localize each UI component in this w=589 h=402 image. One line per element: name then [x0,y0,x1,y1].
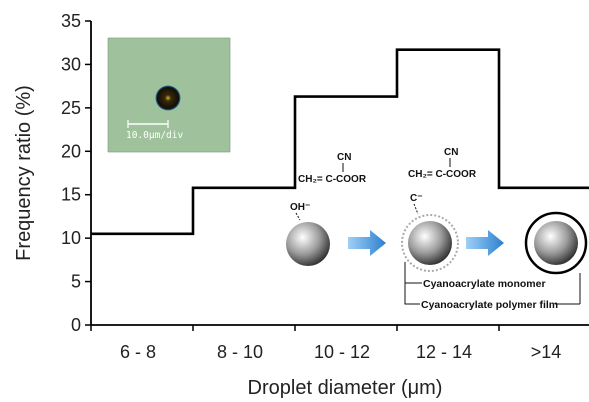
monomer-annotation: Cyanoacrylate monomer [423,278,546,290]
y-tick-label: 0 [71,315,81,335]
inset-micrograph: 10.0μm/div [107,37,231,153]
y-tick-label: 25 [61,98,81,118]
x-category-label: 12 - 14 [416,342,472,362]
y-tick-label: 35 [61,11,81,31]
monomer-formula-cn-2: CN [444,147,458,158]
scale-label: 10.0μm/div [126,130,183,141]
y-tick-label: 20 [61,141,81,161]
x-axis-ticks: 6 - 8 8 - 10 10 - 12 12 - 14 >14 [90,325,562,362]
monomer-formula-2: CH₂= C-COOR [408,169,477,180]
x-category-label: >14 [531,342,562,362]
polymer-annotation: Cyanoacrylate polymer film [421,299,558,311]
droplet-image [155,85,181,111]
x-axis-title: Droplet diameter (μm) [248,377,443,399]
reaction-arrow-1 [348,230,386,256]
y-axis-title: Frequency ratio (%) [13,85,35,261]
y-tick-label: 30 [61,54,81,74]
y-tick-label: 15 [61,185,81,205]
monomer-formula-1: CH₂= C-COOR [298,174,367,185]
y-axis-ticks: 0 5 10 15 20 25 30 35 [61,11,91,335]
histogram-bin [193,188,295,325]
polymerization-scheme: CN CH₂= C-COOR OH⁻ CN CH₂= C-COOR C⁻ Cya… [286,147,588,311]
y-tick-label: 10 [61,228,81,248]
reaction-arrow-2 [466,230,504,256]
hydroxyl-label: OH⁻ [290,202,310,213]
x-category-label: 8 - 10 [217,342,263,362]
x-category-label: 10 - 12 [314,342,370,362]
droplet-sphere-3 [534,221,578,265]
monomer-formula-cn-1: CN [337,152,351,163]
droplet-sphere-2 [408,221,452,265]
carbanion-label: C⁻ [410,193,423,204]
polymer-leader [404,283,420,305]
histogram-bin [295,97,397,325]
droplet-sphere-1 [286,222,330,266]
y-tick-label: 5 [71,272,81,292]
monomer-layer [401,214,459,272]
histogram-bin [91,234,193,325]
x-category-label: 6 - 8 [120,342,156,362]
histogram-step-line [91,48,589,236]
